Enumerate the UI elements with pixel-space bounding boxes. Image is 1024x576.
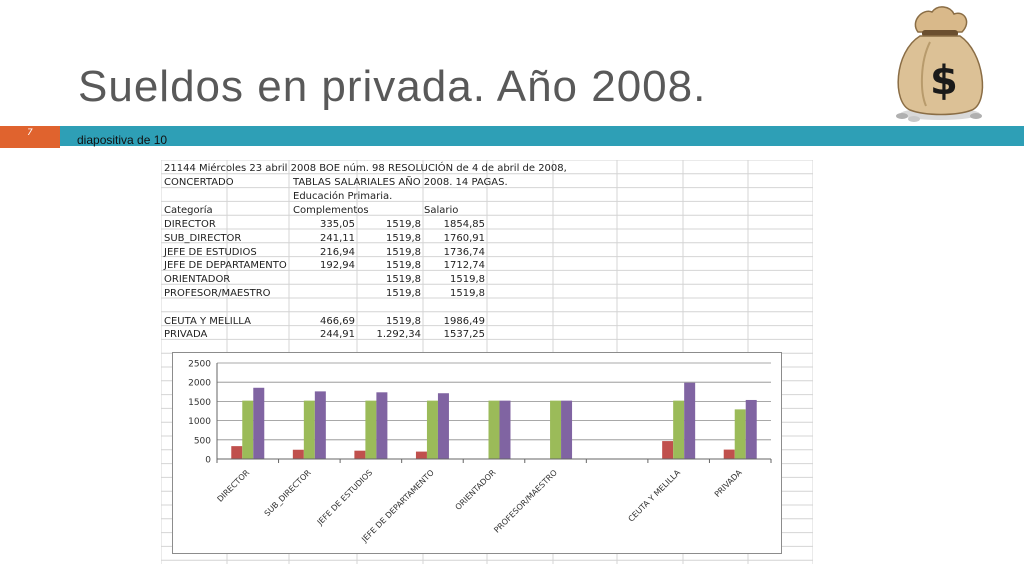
row-salario: 1986,49 [443, 315, 485, 327]
bar [354, 450, 366, 459]
row-salario: 1519,8 [450, 274, 485, 286]
bar [734, 409, 746, 459]
sheet-tablas: TABLAS SALARIALES AÑO 2008. 14 PAGAS. [293, 177, 508, 188]
bar [242, 400, 254, 459]
row-complementos: 244,91 [320, 329, 355, 341]
row-category: PRIVADA [164, 329, 208, 341]
col-header-categoria: Categoría [164, 205, 213, 216]
row-base: 1.292,34 [376, 329, 421, 341]
col-header-salario: Salario [424, 205, 459, 216]
bar [499, 400, 511, 459]
bar [253, 387, 265, 459]
row-salario: 1760,91 [443, 232, 485, 244]
slide-number: 7 [27, 128, 33, 138]
x-tick-label: ORIENTADOR [454, 468, 498, 512]
row-complementos: 216,94 [320, 246, 355, 258]
row-base: 1519,8 [386, 315, 421, 327]
x-tick-label: DIRECTOR [216, 468, 252, 504]
row-category: ORIENTADOR [164, 274, 231, 286]
row-base: 1519,8 [386, 260, 421, 272]
bar-chart-svg: 0 500 1000 1500 2000 2500 DIRECTOR SUB_DIRECTOR… [188, 360, 772, 545]
money-bag-icon: $ [896, 6, 984, 122]
bar [745, 399, 757, 459]
x-tick-label: JEFE DE ESTUDIOS [315, 468, 374, 527]
row-salario: 1519,8 [450, 288, 485, 299]
bar [550, 400, 562, 459]
bar [415, 451, 427, 459]
row-base: 1519,8 [386, 232, 421, 244]
y-tick-label: 500 [194, 436, 211, 446]
row-complementos: 241,11 [320, 232, 355, 244]
row-category: JEFE DE DEPARTAMENTO [164, 260, 287, 272]
bar [303, 400, 315, 459]
x-tick-label: PRIVADA [713, 468, 744, 499]
bar [314, 391, 326, 459]
x-tick-label: PROFESOR/MAESTRO [492, 468, 559, 535]
slide-number-bar: 7 [0, 126, 60, 148]
row-category: DIRECTOR [164, 219, 216, 230]
sheet-concertado: CONCERTADO [164, 177, 234, 188]
row-category: CEUTA Y MELILLA [164, 315, 251, 327]
y-tick-label: 1000 [188, 417, 211, 427]
bar [684, 382, 696, 459]
footer-bar: diapositiva de 10 [60, 126, 1024, 147]
bar [365, 400, 377, 459]
row-base: 1519,8 [386, 246, 421, 258]
bar [437, 393, 449, 459]
sheet-educacion: Educación Primaria. [293, 191, 393, 202]
bar-chart: 0 500 1000 1500 2000 2500 DIRECTOR SUB_DIRECTOR… [172, 352, 782, 554]
bar [292, 449, 304, 459]
row-complementos: 466,69 [320, 315, 355, 327]
x-tick-label: JEFE DE DEPARTAMENTO [359, 468, 436, 545]
row-complementos: 335,05 [320, 219, 355, 230]
dollar-sign: $ [930, 58, 958, 104]
y-tick-label: 1500 [188, 398, 211, 408]
row-category: SUB_DIRECTOR [164, 232, 242, 244]
row-category: PROFESOR/MAESTRO [164, 288, 271, 299]
bar [488, 400, 500, 459]
row-base: 1519,8 [386, 288, 421, 299]
row-salario: 1736,74 [443, 246, 485, 258]
spreadsheet: 21144 Miércoles 23 abril 2008 BOE núm. 9… [161, 160, 813, 564]
row-complementos: 192,94 [320, 260, 355, 272]
row-salario: 1537,25 [443, 329, 485, 341]
bar [426, 400, 438, 459]
x-tick-label: CEUTA Y MELILLA [627, 468, 683, 524]
y-tick-label: 0 [205, 456, 211, 466]
row-category: JEFE DE ESTUDIOS [164, 246, 257, 258]
bar [723, 449, 735, 459]
bar [662, 441, 674, 459]
sheet-header-line: 21144 Miércoles 23 abril 2008 BOE núm. 9… [164, 163, 567, 174]
y-tick-label: 2500 [188, 360, 211, 370]
row-base: 1519,8 [386, 219, 421, 230]
y-tick-label: 2000 [188, 379, 211, 389]
slide-title: Sueldos en privada. Año 2008. [78, 62, 707, 111]
bar [231, 446, 243, 459]
row-base: 1519,8 [386, 274, 421, 286]
row-salario: 1712,74 [443, 260, 485, 272]
bar [561, 400, 573, 459]
row-salario: 1854,85 [443, 219, 485, 230]
col-header-complementos: Complementos [293, 205, 369, 216]
slide-count-label: diapositiva de 10 [77, 133, 168, 147]
bar [376, 392, 388, 459]
x-tick-label: SUB_DIRECTOR [263, 468, 313, 518]
bar [673, 400, 685, 459]
